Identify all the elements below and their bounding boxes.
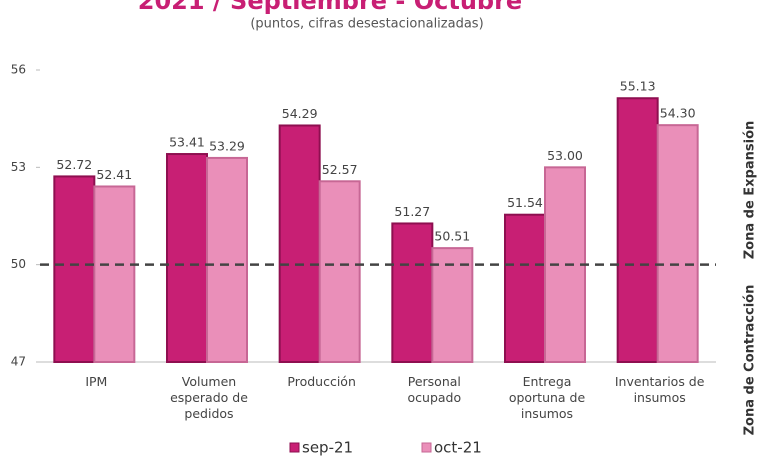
value-label: 52.41 <box>96 167 132 182</box>
x-tick-label: Inventarios de insumos <box>614 374 705 405</box>
legend-label: oct-21 <box>434 439 482 457</box>
chart-title: 2021 / Septiembre - Octubre <box>138 0 522 15</box>
x-tick-label: Entrega oportuna de insumos <box>508 374 586 421</box>
bar <box>656 124 699 364</box>
x-tick-label: Volumen esperado de pedidos <box>170 374 248 421</box>
x-tick-label: IPM <box>85 374 108 389</box>
bar <box>53 175 96 363</box>
bar <box>93 185 136 363</box>
chart-subtitle: (puntos, cifras desestacionalizadas) <box>250 17 483 32</box>
zone-label: Zona de Expansión <box>743 121 758 260</box>
value-label: 52.72 <box>56 157 92 172</box>
bar <box>206 156 248 363</box>
value-label: 50.51 <box>434 229 470 244</box>
value-label: 51.27 <box>394 204 430 219</box>
y-tick-label: 56 <box>11 63 26 77</box>
value-label: 53.29 <box>209 138 245 153</box>
x-tick-label: Personal ocupado <box>407 374 462 405</box>
bar <box>616 97 659 364</box>
value-label: 55.13 <box>620 79 656 94</box>
bar <box>504 213 546 363</box>
value-label: 52.57 <box>322 162 358 177</box>
value-label: 51.54 <box>507 195 543 210</box>
y-tick-label: 50 <box>11 257 26 271</box>
value-label: 54.30 <box>660 106 696 121</box>
value-label: 54.29 <box>282 106 318 121</box>
legend-label: sep-21 <box>302 439 353 457</box>
x-tick-label: Producción <box>287 374 356 389</box>
bar <box>431 247 474 363</box>
bar <box>278 124 321 364</box>
zone-label: Zona de Contracción <box>743 285 758 436</box>
legend-swatch <box>289 442 300 453</box>
bar <box>318 180 361 363</box>
y-tick-label: 47 <box>11 355 26 369</box>
bar <box>166 153 208 363</box>
value-label: 53.41 <box>169 135 205 150</box>
value-label: 53.00 <box>547 148 583 163</box>
y-tick-label: 53 <box>11 160 26 174</box>
legend-swatch <box>421 442 432 453</box>
bar <box>391 222 434 363</box>
